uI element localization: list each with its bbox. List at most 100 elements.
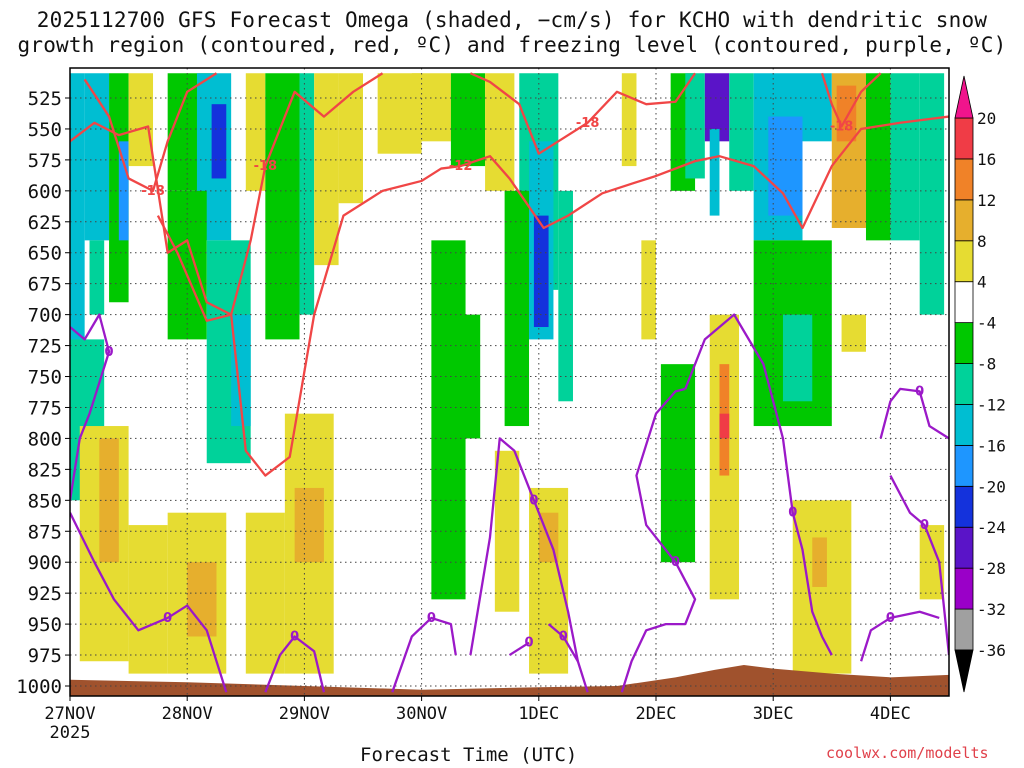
y-tick-label: 950 — [28, 614, 62, 636]
colorbar-bin — [954, 117, 974, 160]
chart-title-line-1: 2025112700 GFS Forecast Omega (shaded, −… — [36, 8, 988, 32]
omega-cell — [70, 73, 85, 389]
freezing-contour-line — [684, 313, 833, 656]
y-tick-label: 650 — [28, 243, 62, 265]
dendritic-contour-line — [70, 115, 949, 477]
plot-frame — [69, 67, 950, 697]
omega-cell — [641, 240, 656, 340]
omega-cell — [919, 73, 945, 315]
omega-cell — [621, 73, 637, 167]
x-tick-label: 28NOV — [162, 704, 213, 724]
colorbar-label: 12 — [977, 191, 996, 210]
dendritic-contour-label: -12 — [449, 159, 473, 174]
omega-cell — [558, 190, 573, 402]
colorbar-bin — [954, 281, 974, 324]
y-tick-label: 550 — [28, 119, 62, 141]
colorbar-label: -8 — [977, 355, 996, 374]
x-tick-label: 27NOV — [44, 704, 95, 724]
colorbar-bin — [954, 608, 974, 651]
freezing-contour-label: 0 — [920, 518, 929, 533]
omega-cell — [812, 537, 827, 587]
colorbar-bin — [954, 199, 974, 242]
colorbar-bin — [954, 485, 974, 528]
y-tick-label: 600 — [28, 181, 62, 203]
colorbar-bin — [954, 526, 974, 569]
dendritic-contour-label: -18 — [141, 184, 165, 199]
freezing-contour-label: 0 — [529, 493, 538, 508]
colorbar-bin — [954, 158, 974, 201]
freezing-contour-line — [620, 387, 697, 693]
plot-border — [69, 67, 950, 697]
y-tick-label: 750 — [28, 367, 62, 389]
dendritic-contour-label: -18 — [830, 119, 854, 134]
freezing-contour-label: 0 — [559, 629, 568, 644]
omega-cell — [314, 73, 339, 266]
colorbar-label: 4 — [977, 273, 987, 292]
dendritic-contour-line — [820, 72, 882, 128]
freezing-contour-label: 0 — [427, 611, 436, 626]
dendritic-contour-line — [156, 72, 384, 322]
omega-cell — [841, 314, 866, 352]
omega-cell — [118, 141, 129, 241]
omega-cell — [485, 73, 515, 191]
freezing-contour-label: 0 — [105, 345, 114, 360]
dendritic-contour-label: -18 — [576, 116, 600, 131]
omega-cell — [685, 73, 705, 179]
x-tick-label: 1DEC — [518, 704, 559, 724]
y-tick-label: 850 — [28, 490, 62, 512]
terrain-layer — [70, 664, 949, 696]
omega-cell — [890, 73, 920, 241]
omega-cell — [729, 73, 754, 191]
colorbar-label: -36 — [977, 641, 1006, 660]
colorbar-bin — [954, 404, 974, 446]
y-axis: 525 550 575 600 625 650 675 700 725 750 775 800 825 8… — [16, 88, 70, 698]
colorbar-label: -32 — [977, 600, 1006, 619]
freezing-contour-label: 0 — [915, 384, 924, 399]
colorbar: -36 -32 -28 -24 -20 -16 -12 -8 -4 4 8 12 16 20 — [954, 75, 1006, 693]
omega-cell — [782, 314, 813, 402]
freezing-contours: 0 0 0 0 0 0 0 0 0 0 0 0 — [70, 313, 949, 693]
y-tick-label: 1000 — [16, 676, 62, 698]
freezing-contour-line — [391, 616, 457, 693]
colorbar-label: -24 — [977, 518, 1006, 537]
y-tick-label: 875 — [28, 521, 62, 543]
freezing-contour-line — [264, 635, 326, 693]
freezing-contour-label: 0 — [788, 506, 797, 521]
colorbar-top-arrow — [954, 75, 974, 119]
y-tick-label: 525 — [28, 88, 62, 110]
omega-cell — [84, 73, 110, 241]
y-tick-label: 975 — [28, 645, 62, 667]
y-tick-label: 725 — [28, 336, 62, 358]
colorbar-bin — [954, 567, 974, 610]
freezing-contour-line — [70, 512, 228, 693]
colorbar-bin — [954, 322, 974, 364]
omega-cell — [294, 487, 324, 563]
colorbar-label: 8 — [977, 232, 987, 251]
omega-cell — [128, 73, 154, 167]
y-tick-label: 625 — [28, 212, 62, 234]
freezing-contour-line — [879, 387, 949, 440]
omega-cell — [128, 525, 168, 674]
colorbar-label: -12 — [977, 395, 1006, 414]
y-tick-label: 800 — [28, 428, 62, 450]
omega-cell — [411, 73, 451, 142]
freezing-contour-line — [70, 313, 111, 501]
colorbar-label: -20 — [977, 477, 1006, 496]
omega-cell — [231, 314, 251, 427]
freezing-contour-label: 0 — [671, 555, 680, 570]
omega-cell — [709, 128, 720, 216]
freezing-contour-line — [889, 475, 949, 656]
omega-cell — [299, 73, 315, 315]
y-tick-label: 925 — [28, 583, 62, 605]
omega-cell — [89, 240, 105, 315]
dendritic-contour-line — [469, 72, 697, 155]
credit-link[interactable]: coolwx.com/modelts — [826, 744, 989, 762]
freezing-contour-label: 0 — [290, 629, 299, 644]
omega-cell — [768, 116, 803, 216]
freezing-contour-label: 0 — [163, 611, 172, 626]
omega-cell — [719, 413, 730, 439]
freezing-contour-label: 0 — [525, 636, 534, 651]
colorbar-label: -16 — [977, 436, 1006, 455]
freezing-contour-line — [860, 610, 940, 662]
